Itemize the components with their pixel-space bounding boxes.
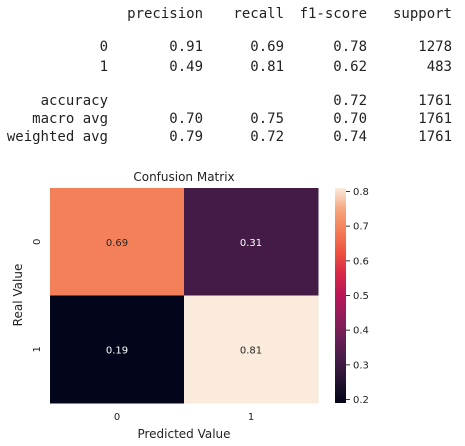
column-header: f1-score: [300, 6, 367, 22]
colorbar-tick-label: 0.3: [353, 360, 369, 371]
colorbar-tick-label: 0.5: [353, 291, 369, 302]
column-header: precision: [127, 6, 203, 22]
heatmap-cell: [50, 295, 185, 404]
x-tick-label: 1: [248, 412, 254, 423]
column-header: recall: [233, 6, 284, 22]
report-cell: 0.70: [333, 111, 367, 127]
heatmap-cell: [184, 295, 319, 404]
report-cell: 1278: [418, 39, 452, 55]
report-cell: 0.62: [333, 59, 367, 75]
report-cell: 0.74: [333, 129, 367, 145]
row-label: accuracy: [41, 93, 108, 109]
column-header: support: [393, 6, 452, 22]
report-cell: 0.72: [333, 93, 367, 109]
cell-value: 0.69: [106, 238, 128, 249]
report-cell: 0.75: [250, 111, 284, 127]
cell-value: 0.81: [240, 345, 262, 356]
report-cell: 1761: [418, 111, 452, 127]
report-cell: 1761: [418, 93, 452, 109]
x-axis-label: Predicted Value: [137, 427, 230, 441]
cell-value: 0.31: [240, 238, 262, 249]
report-cell: 0.78: [333, 39, 367, 55]
report-cell: 0.79: [169, 129, 203, 145]
report-cell: 0.49: [169, 59, 203, 75]
report-cell: 0.81: [250, 59, 284, 75]
chart-title: Confusion Matrix: [133, 170, 234, 184]
row-label: 0: [100, 39, 108, 55]
report-cell: 0.69: [250, 39, 284, 55]
colorbar: [335, 188, 346, 403]
x-tick-label: 0: [114, 412, 120, 423]
colorbar-tick-label: 0.6: [353, 256, 369, 267]
y-tick-label: 1: [32, 346, 43, 352]
y-axis-label: Real Value: [11, 264, 25, 327]
report-cell: 483: [427, 59, 452, 75]
colorbar-tick-label: 0.4: [353, 326, 369, 337]
colorbar-tick-label: 0.2: [353, 395, 369, 406]
report-cell: 1761: [418, 129, 452, 145]
report-cell: 0.70: [169, 111, 203, 127]
cell-value: 0.19: [106, 345, 128, 356]
row-label: weighted avg: [7, 129, 108, 145]
report-cell: 0.91: [169, 39, 203, 55]
colorbar-tick-label: 0.7: [353, 222, 369, 233]
row-label: macro avg: [32, 111, 108, 127]
y-tick-label: 0: [32, 239, 43, 245]
heatmap-cell: [50, 188, 185, 296]
colorbar-tick-label: 0.8: [353, 187, 369, 198]
report-cell: 0.72: [250, 129, 284, 145]
row-label: 1: [100, 59, 108, 75]
heatmap-cell: [184, 188, 319, 296]
